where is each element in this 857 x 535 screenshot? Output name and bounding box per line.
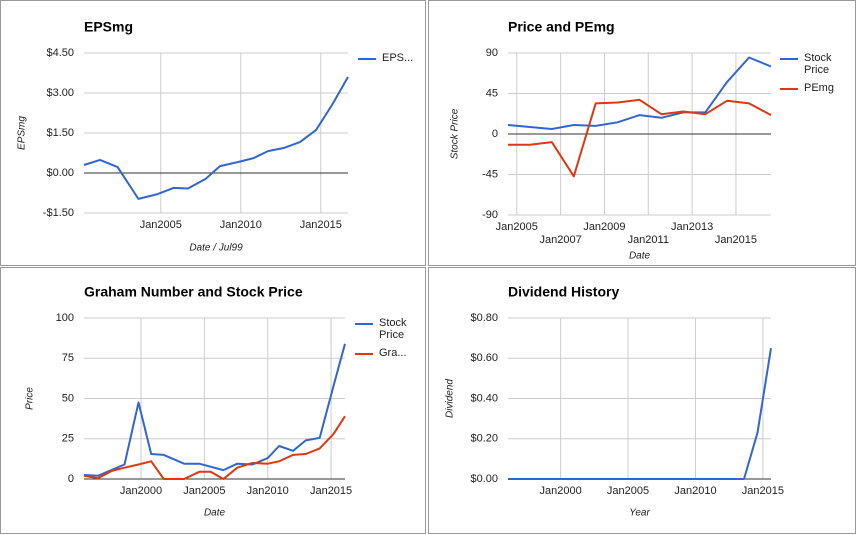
- x-tick-label: Jan2015: [310, 485, 352, 497]
- legend-swatch: [355, 323, 373, 325]
- y-tick-label: 0: [492, 128, 498, 140]
- y-tick-label: $0.00: [470, 473, 498, 485]
- y-tick-label: 0: [68, 473, 74, 485]
- x-tick-label: Jan2007: [539, 234, 581, 246]
- y-tick-label: $0.20: [470, 433, 498, 445]
- series-line: [83, 415, 346, 480]
- panel: [428, 0, 856, 266]
- legend-box: EPS...: [358, 52, 424, 64]
- legend-box: Stock Price PEmg: [780, 52, 852, 94]
- legend-entry: Gra...: [355, 347, 421, 359]
- y-axis-label: Stock Price: [450, 108, 461, 159]
- legend-label: EPS...: [382, 52, 414, 64]
- x-tick-label: Jan2015: [742, 485, 784, 497]
- y-tick-label: $4.50: [46, 47, 74, 59]
- legend-swatch: [780, 88, 798, 90]
- x-tick-label: Jan2005: [607, 485, 649, 497]
- x-tick-label: Jan2010: [220, 219, 262, 231]
- legend-entry: Stock Price: [355, 317, 421, 341]
- x-tick-label: Jan2011: [628, 234, 669, 246]
- chart-title: Graham Number and Stock Price: [84, 284, 303, 300]
- legend-label: Stock Price: [379, 317, 407, 341]
- y-tick-label: 75: [62, 352, 74, 364]
- x-tick-label: Jan2015: [300, 219, 342, 231]
- legend: Stock Price Gra...: [355, 317, 421, 359]
- y-tick-label: $0.60: [470, 352, 498, 364]
- y-tick-label: 45: [486, 87, 498, 99]
- legend-swatch: [358, 58, 376, 60]
- x-tick-label: Jan2010: [674, 485, 716, 497]
- chart-title: EPSmg: [84, 19, 133, 35]
- legend-entry: EPS...: [358, 52, 424, 64]
- y-tick-label: 25: [62, 433, 74, 445]
- series-line: [83, 343, 346, 477]
- panel: [0, 267, 426, 534]
- legend-label: Stock Price: [804, 52, 832, 76]
- legend-label: PEmg: [804, 82, 834, 94]
- legend-swatch: [355, 353, 373, 355]
- y-axis-label: Dividend: [445, 379, 456, 418]
- series-line: [507, 56, 772, 130]
- chart-title: Price and PEmg: [508, 19, 615, 35]
- x-tick-label: Jan2000: [539, 485, 581, 497]
- x-tick-label: Jan2000: [120, 485, 162, 497]
- x-tick-label: Jan2010: [247, 485, 289, 497]
- y-tick-label: 90: [486, 47, 498, 59]
- x-axis-label: Year: [629, 508, 650, 519]
- legend-box: Stock Price Gra...: [355, 317, 421, 359]
- y-axis-label: Price: [25, 387, 36, 410]
- series-line: [83, 76, 349, 200]
- legend: EPS...: [358, 52, 424, 64]
- panel: [428, 267, 856, 534]
- legend: Stock Price PEmg: [780, 52, 852, 94]
- y-tick-label: $0.80: [470, 312, 498, 324]
- y-axis-label: EPSmg: [17, 116, 28, 150]
- legend-label: Gra...: [379, 347, 407, 359]
- y-tick-label: -$1.50: [43, 207, 74, 219]
- x-tick-label: Jan2015: [715, 234, 757, 246]
- x-tick-label: Jan2005: [183, 485, 225, 497]
- x-axis-label: Date / Jul99: [189, 243, 243, 254]
- y-tick-label: -90: [482, 209, 498, 221]
- y-tick-label: $3.00: [46, 87, 74, 99]
- x-axis-label: Date: [204, 508, 226, 519]
- y-tick-label: $0.40: [470, 392, 498, 404]
- series-line: [508, 348, 772, 480]
- legend-entry: Stock Price: [780, 52, 852, 76]
- y-tick-label: $1.50: [46, 127, 74, 139]
- legend-swatch: [780, 58, 798, 60]
- series-line: [508, 98, 772, 178]
- x-tick-label: Jan2005: [140, 219, 182, 231]
- y-tick-label: 50: [62, 392, 74, 404]
- x-tick-label: Jan2005: [496, 221, 538, 233]
- x-tick-label: Jan2013: [671, 221, 713, 233]
- y-tick-label: $0.00: [46, 167, 74, 179]
- x-axis-label: Date: [629, 251, 651, 262]
- y-tick-label: 100: [56, 312, 74, 324]
- x-tick-label: Jan2009: [583, 221, 625, 233]
- legend-entry: PEmg: [780, 82, 852, 94]
- chart-title: Dividend History: [508, 284, 619, 300]
- y-tick-label: -45: [482, 168, 498, 180]
